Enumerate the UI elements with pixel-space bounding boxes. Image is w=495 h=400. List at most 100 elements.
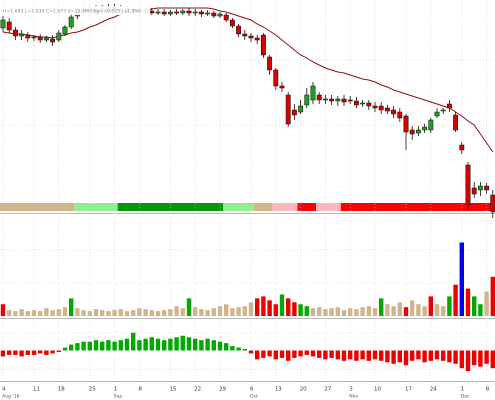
x-tick-label: 4 <box>2 387 6 393</box>
signal-band <box>272 203 298 211</box>
indicator-bar <box>124 338 130 351</box>
candle-body <box>310 85 316 101</box>
indicator-bar <box>248 350 254 354</box>
volume-bar <box>447 296 452 316</box>
indicator-bar <box>329 350 334 358</box>
indicator-bar <box>224 343 229 351</box>
volume-bar <box>385 304 390 316</box>
volume-bar <box>459 242 464 316</box>
header-box <box>0 6 150 15</box>
volume-bar <box>62 307 68 316</box>
x-tick-label: 18 <box>58 387 65 393</box>
indicator-bar <box>112 341 117 351</box>
indicator-bar <box>186 337 192 351</box>
volume-bar <box>106 311 111 316</box>
indicator-bar <box>87 341 92 351</box>
indicator-bar <box>385 350 390 363</box>
candle-body <box>477 185 483 191</box>
indicator-bar <box>298 350 303 357</box>
volume-bar <box>56 309 61 316</box>
indicator-bar <box>236 347 241 351</box>
volume-bar <box>335 307 340 316</box>
indicator-bar <box>143 338 148 351</box>
x-month-label: Dec <box>461 394 470 400</box>
volume-bar <box>292 302 297 316</box>
candle-body <box>403 115 409 133</box>
volume-bar <box>273 304 278 316</box>
signal-band <box>340 203 495 211</box>
x-tick-label: 24 <box>430 387 437 393</box>
indicator-bar <box>360 350 365 360</box>
candle-body <box>198 11 204 15</box>
volume-bar <box>403 307 409 316</box>
indicator-bar <box>19 350 24 357</box>
indicator-bar <box>273 350 278 360</box>
candle-body <box>236 25 242 35</box>
indicator-bar <box>410 350 415 361</box>
volume-bar <box>118 309 123 316</box>
volume-bar <box>0 304 6 316</box>
volume-bar <box>490 276 495 316</box>
volume-bar <box>304 306 309 316</box>
candle-body <box>446 103 452 109</box>
indicator-bar <box>149 337 154 351</box>
volume-bar <box>44 308 49 316</box>
indicator-bar <box>230 346 235 351</box>
indicator-bar <box>428 350 433 361</box>
signal-band <box>254 203 273 211</box>
indicator-bar <box>56 350 61 352</box>
candle-body <box>465 164 471 206</box>
candle-body <box>285 94 291 125</box>
indicator-bar <box>403 350 409 366</box>
indicator-bar <box>0 350 6 357</box>
indicator-bar <box>217 341 223 351</box>
volume-bar <box>230 308 235 316</box>
volume-bar <box>379 298 384 316</box>
candle-body <box>372 105 378 109</box>
volume-bar <box>19 309 24 316</box>
indicator-bar <box>286 350 291 361</box>
candle-body <box>471 187 477 195</box>
volume-bar <box>329 308 334 316</box>
candle-body <box>329 98 335 102</box>
candle-body <box>298 105 304 113</box>
signal-band <box>297 203 317 211</box>
volume-bar <box>298 304 303 316</box>
x-tick-label: 11 <box>33 387 40 393</box>
indicator-bar <box>137 340 142 351</box>
volume-bar <box>372 308 378 316</box>
indicator-bar <box>279 350 285 358</box>
candle-body <box>322 98 328 101</box>
volume-bar <box>50 310 55 316</box>
volume-bar <box>484 291 489 316</box>
x-tick-label: 27 <box>324 387 331 393</box>
indicator-bar <box>261 350 266 358</box>
indicator-bar <box>93 340 99 351</box>
x-month-label: Oct <box>250 394 258 400</box>
indicator-bar <box>478 350 483 367</box>
candle-body <box>217 13 223 17</box>
indicator-bar <box>242 349 247 351</box>
indicator-bar <box>341 350 347 361</box>
indicator-bar <box>38 350 43 354</box>
indicator-bar <box>391 350 396 364</box>
x-tick-label: 1 <box>114 387 118 393</box>
volume-bar <box>434 304 440 316</box>
candle-body <box>397 111 403 119</box>
volume-bar <box>124 311 130 316</box>
candle-body <box>149 10 155 14</box>
volume-bar <box>211 308 216 316</box>
candle-body <box>242 33 248 37</box>
volume-bar <box>410 300 415 316</box>
indicator-bar <box>434 350 440 360</box>
indicator-bar <box>323 350 328 360</box>
volume-bar <box>310 308 316 316</box>
candle-body <box>248 35 254 39</box>
volume-bar <box>472 296 477 316</box>
x-tick-label: 17 <box>405 387 412 393</box>
candle-body <box>291 109 297 116</box>
indicator-bar <box>267 350 272 357</box>
indicator-bar <box>366 350 371 361</box>
volume-bar <box>267 300 272 316</box>
